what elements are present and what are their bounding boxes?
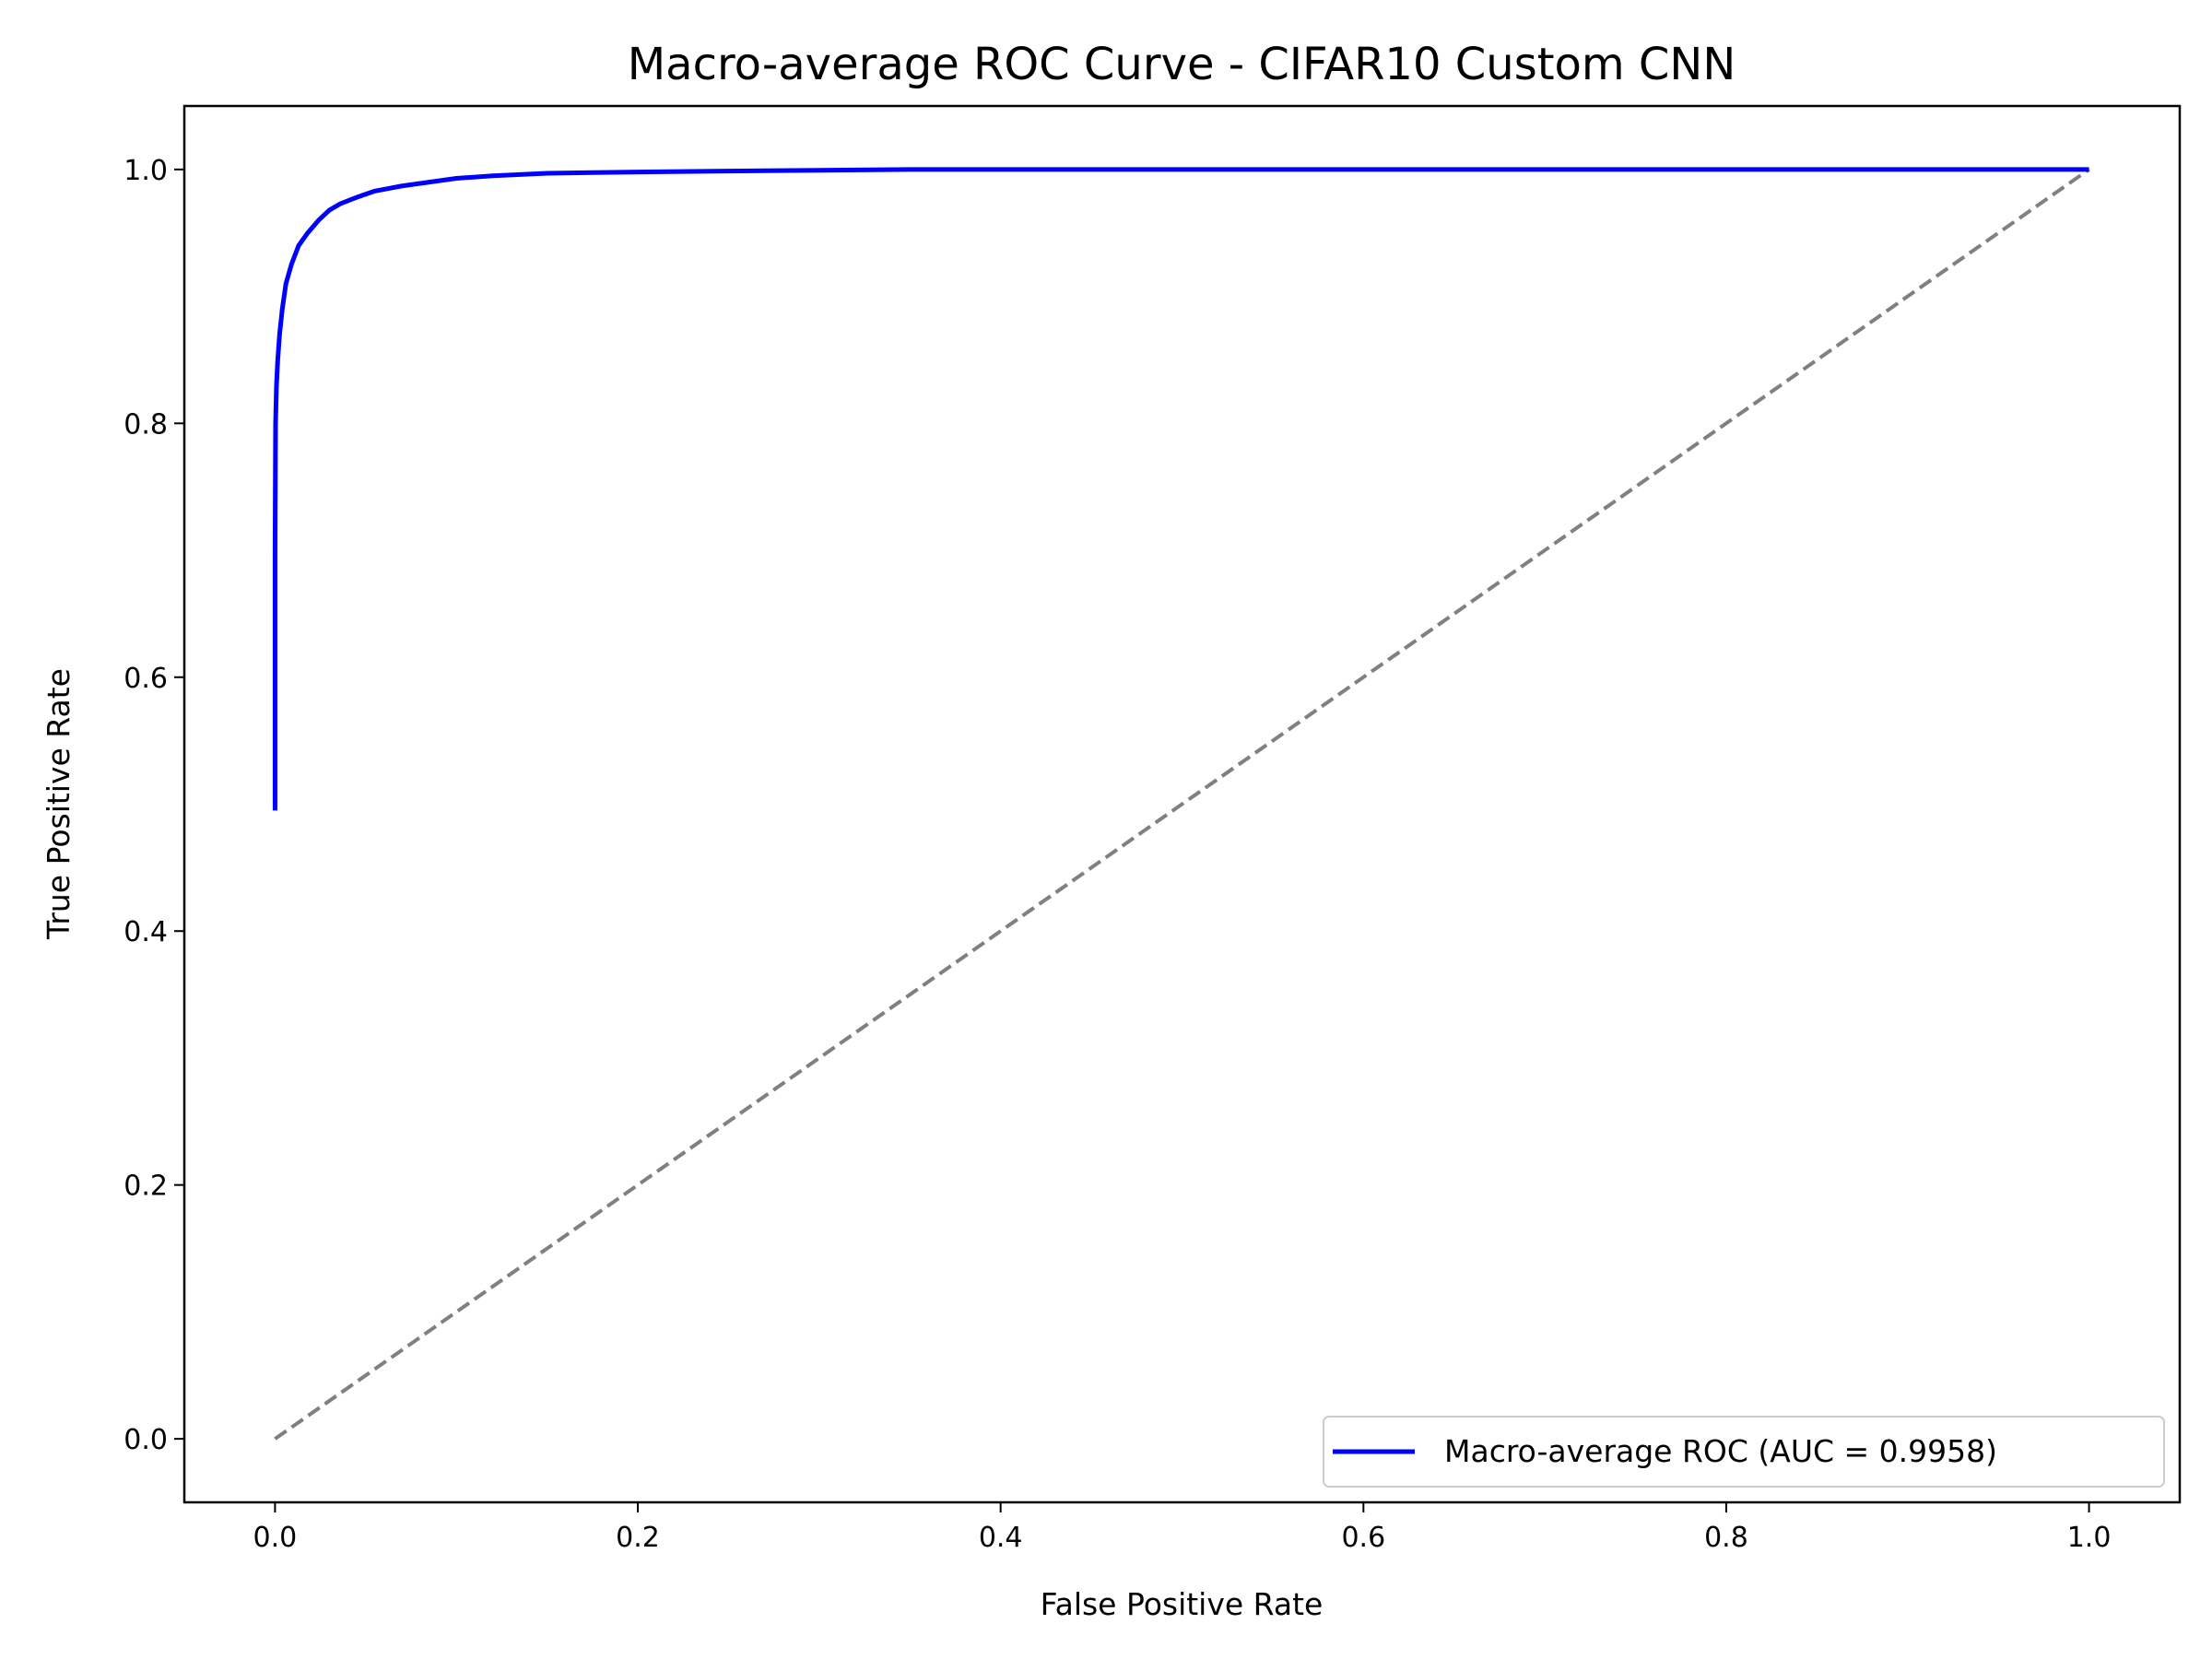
x-tick-label: 1.0 [2067,1522,2112,1554]
y-tick-label: 1.0 [124,155,168,187]
y-axis: 0.0 0.2 0.4 0.6 0.8 1.0 [124,155,184,1456]
chart-title: Macro-average ROC Curve - CIFAR10 Custom… [628,39,1735,90]
chance-diagonal-line [274,168,2090,1441]
legend: Macro-average ROC (AUC = 0.9958) [1323,1416,2165,1488]
y-axis-label: True Positive Rate [41,668,76,940]
y-tick-label: 0.6 [124,663,168,695]
legend-label-roc: Macro-average ROC (AUC = 0.9958) [1444,1433,1997,1469]
roc-curve-line [272,167,2089,811]
plot-frame [182,104,2182,1504]
x-tick-label: 0.0 [253,1522,298,1554]
y-tick-label: 0.4 [124,916,168,948]
x-axis: 0.0 0.2 0.4 0.6 0.8 1.0 [253,1502,2112,1554]
x-axis-label: False Positive Rate [1041,1586,1324,1622]
plot-area [272,167,2090,1441]
y-tick-label: 0.2 [124,1171,168,1203]
x-tick-label: 0.8 [1704,1522,1748,1554]
y-tick-label: 0.8 [124,408,168,441]
legend-box [1323,1416,2165,1488]
y-tick-label: 0.0 [124,1424,168,1456]
x-tick-label: 0.6 [1341,1522,1385,1554]
x-tick-label: 0.4 [979,1522,1023,1554]
x-tick-label: 0.2 [616,1522,660,1554]
